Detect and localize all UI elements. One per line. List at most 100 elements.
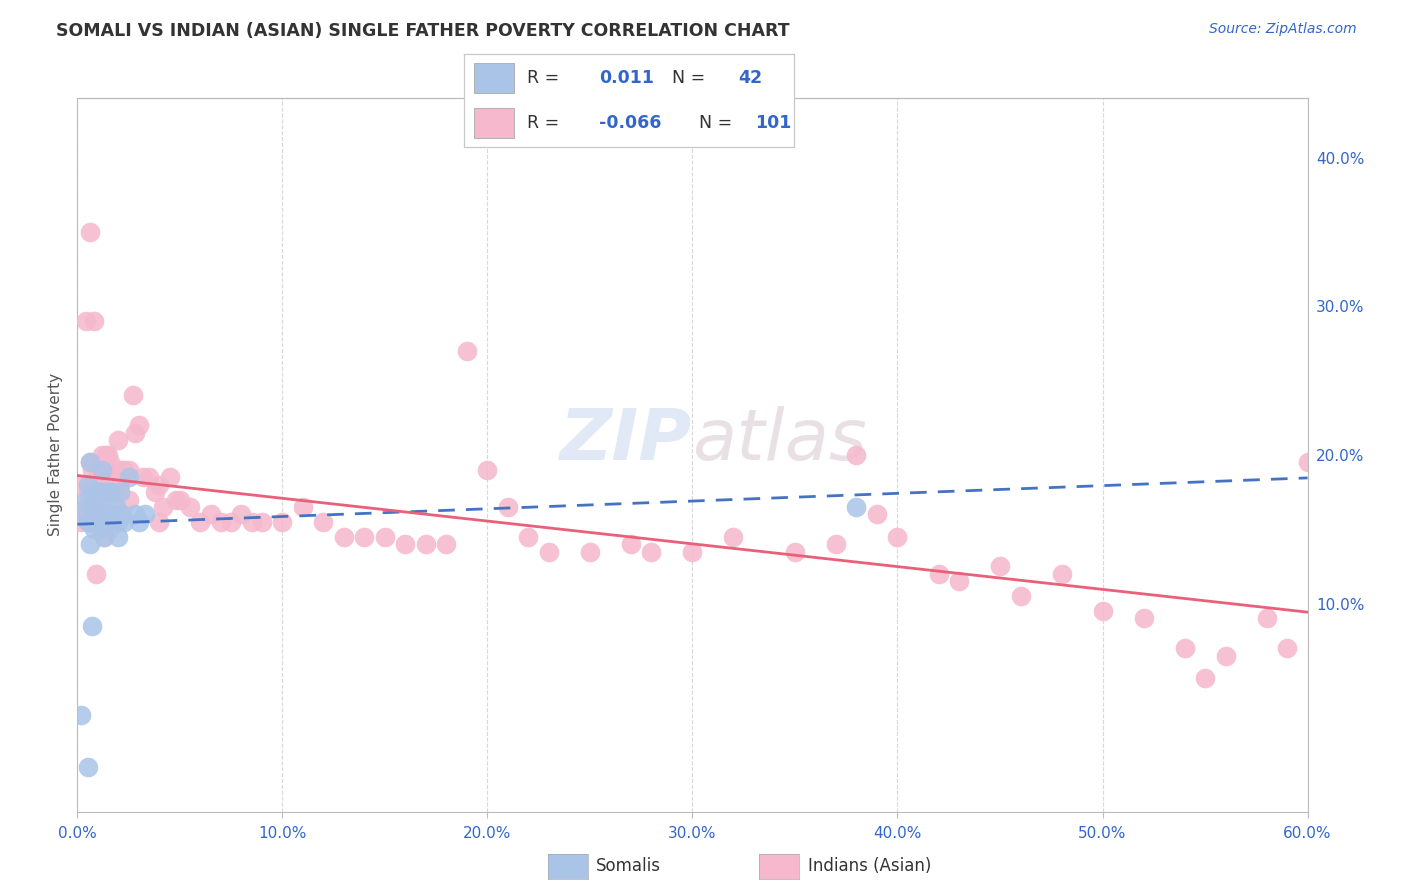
Point <box>75 314 97 328</box>
Point <box>117 492 139 507</box>
Point <box>114 463 136 477</box>
Point <box>97 448 120 462</box>
Point <box>219 515 242 529</box>
Point <box>93 530 115 544</box>
Point <box>105 500 128 514</box>
Point <box>537 544 560 558</box>
Point <box>1132 611 1154 625</box>
Point <box>723 530 745 544</box>
Point <box>111 508 134 522</box>
Point <box>1091 604 1114 618</box>
Point <box>1194 671 1216 685</box>
Point <box>124 508 146 522</box>
Point <box>84 508 107 522</box>
Point <box>114 515 136 529</box>
Point <box>76 515 98 529</box>
Point <box>87 500 110 514</box>
FancyBboxPatch shape <box>474 108 513 138</box>
Point <box>159 470 181 484</box>
Point <box>87 492 110 507</box>
Point <box>496 500 519 514</box>
Point <box>394 537 416 551</box>
Point <box>333 530 356 544</box>
Text: Indians (Asian): Indians (Asian) <box>808 857 932 875</box>
Point <box>117 463 139 477</box>
Point <box>93 485 115 500</box>
Point <box>98 522 121 536</box>
Point <box>70 515 93 529</box>
Point <box>132 470 155 484</box>
Point <box>110 485 132 500</box>
Text: Somalis: Somalis <box>596 857 661 875</box>
Point <box>988 559 1011 574</box>
Point <box>80 463 103 477</box>
Text: ZIP: ZIP <box>560 406 693 475</box>
Point <box>83 314 105 328</box>
Point <box>89 522 111 536</box>
Point <box>103 470 125 484</box>
Point <box>250 515 273 529</box>
Point <box>928 566 950 581</box>
Point <box>271 515 294 529</box>
Point <box>1275 641 1298 656</box>
Point <box>1174 641 1197 656</box>
Point <box>477 463 499 477</box>
Point <box>121 388 143 402</box>
Text: N =: N = <box>699 114 731 132</box>
Text: SOMALI VS INDIAN (ASIAN) SINGLE FATHER POVERTY CORRELATION CHART: SOMALI VS INDIAN (ASIAN) SINGLE FATHER P… <box>56 22 790 40</box>
Point <box>89 485 111 500</box>
Point <box>80 508 103 522</box>
Point <box>128 418 150 433</box>
Point <box>94 477 117 491</box>
Text: 0.011: 0.011 <box>599 69 654 87</box>
Point <box>845 448 868 462</box>
Point <box>110 477 132 491</box>
Point <box>75 492 97 507</box>
Point <box>83 522 105 536</box>
Point <box>101 485 124 500</box>
Y-axis label: Single Father Poverty: Single Father Poverty <box>48 374 63 536</box>
Text: N =: N = <box>672 69 706 87</box>
Point <box>98 485 121 500</box>
Point <box>89 463 111 477</box>
Point <box>76 477 98 491</box>
Point <box>579 544 602 558</box>
Point <box>90 515 114 529</box>
Point <box>517 530 540 544</box>
Point <box>124 425 146 440</box>
Point <box>134 508 156 522</box>
Point <box>79 225 101 239</box>
Point <box>79 455 101 469</box>
Point <box>76 760 98 774</box>
Point <box>84 566 107 581</box>
Point <box>93 500 115 514</box>
Point <box>107 530 129 544</box>
Point <box>76 515 98 529</box>
Point <box>79 537 101 551</box>
Point <box>103 477 125 491</box>
Point <box>291 500 314 514</box>
Text: R =: R = <box>527 114 560 132</box>
Point <box>948 574 970 589</box>
Point <box>94 448 117 462</box>
Point <box>72 508 94 522</box>
Point <box>94 508 117 522</box>
Point <box>103 508 125 522</box>
Point <box>165 492 187 507</box>
Point <box>90 463 114 477</box>
Point <box>312 515 335 529</box>
Text: atlas: atlas <box>693 406 868 475</box>
Point <box>107 463 129 477</box>
Point <box>101 515 124 529</box>
Point <box>87 485 110 500</box>
Point <box>456 343 478 358</box>
Point <box>75 500 97 514</box>
Point <box>83 508 105 522</box>
Text: R =: R = <box>527 69 560 87</box>
Point <box>80 619 103 633</box>
Point <box>97 470 120 484</box>
Point <box>93 530 115 544</box>
Point <box>90 485 114 500</box>
Point <box>886 530 908 544</box>
Point <box>128 515 150 529</box>
